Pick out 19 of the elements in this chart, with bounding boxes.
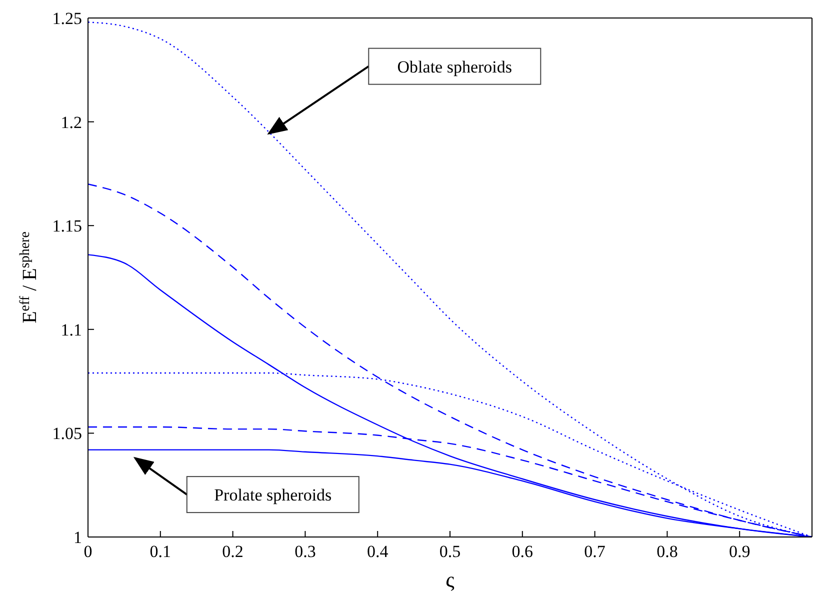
x-tick-label: 0 bbox=[84, 542, 92, 562]
annotation: Oblate spheroids bbox=[397, 57, 512, 76]
x-tick-label: 0.1 bbox=[150, 542, 172, 562]
x-tick-label: 0.4 bbox=[366, 542, 389, 562]
x-tick-label: 0.7 bbox=[584, 542, 606, 562]
x-tick-label: 0.5 bbox=[439, 542, 461, 562]
y-tick-label: 1.15 bbox=[52, 216, 82, 236]
x-tick-label: 0.8 bbox=[656, 542, 678, 562]
x-tick-label: 0.6 bbox=[512, 542, 534, 562]
y-tick-label: 1.2 bbox=[60, 112, 82, 132]
x-axis-title: ς bbox=[446, 567, 455, 592]
y-tick-label: 1.25 bbox=[52, 9, 82, 28]
y-tick-label: 1.05 bbox=[52, 424, 82, 444]
x-tick-label: 0.2 bbox=[222, 542, 244, 562]
x-tick-label: 0.3 bbox=[294, 542, 316, 562]
annotation: Prolate spheroids bbox=[214, 486, 332, 505]
y-tick-label: 1.1 bbox=[60, 320, 82, 340]
x-tick-label: 0.9 bbox=[728, 542, 750, 562]
y-tick-label: 1 bbox=[74, 528, 82, 548]
